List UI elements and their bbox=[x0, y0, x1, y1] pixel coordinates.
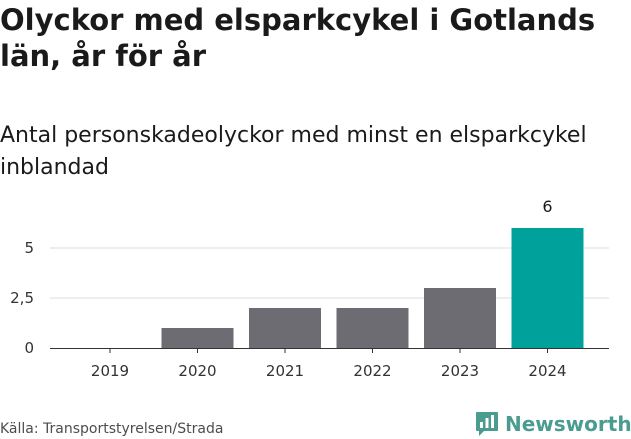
chart-subtitle: Antal personskadeolyckor med minst en el… bbox=[0, 123, 587, 180]
brand-logo: Newsworthy bbox=[475, 409, 631, 439]
bar-2024 bbox=[511, 228, 584, 348]
data-labels: 6 bbox=[542, 197, 552, 216]
x-tick-label-2024: 2024 bbox=[528, 362, 566, 380]
bar-2020 bbox=[161, 328, 234, 348]
brand-name: Newsworthy bbox=[505, 412, 631, 436]
y-tick-label: 5 bbox=[24, 239, 34, 257]
bar-2023 bbox=[424, 288, 496, 348]
bar-2021 bbox=[249, 308, 321, 348]
bars bbox=[161, 228, 584, 348]
x-axis-ticks: 2019 2020 2021 2022 2023 2024 bbox=[91, 348, 567, 380]
x-tick-label-2019: 2019 bbox=[91, 362, 129, 380]
y-axis-ticks: 02,55 bbox=[10, 239, 34, 357]
chart-title: Olyckor med elsparkcykel i Gotlands län,… bbox=[0, 3, 596, 73]
y-tick-label: 2,5 bbox=[10, 289, 34, 307]
bar-2022 bbox=[336, 308, 409, 348]
source-note: Källa: Transportstyrelsen/Strada bbox=[0, 421, 224, 437]
data-label-2024: 6 bbox=[542, 197, 552, 216]
x-tick-label-2020: 2020 bbox=[178, 362, 216, 380]
y-tick-label: 0 bbox=[24, 339, 34, 357]
bar-chart-speech-bubble-icon bbox=[476, 412, 498, 436]
bar-chart: 02,55 6 2019 2020 2021 2022 2023 2024 bbox=[10, 197, 609, 380]
x-tick-label-2023: 2023 bbox=[441, 362, 479, 380]
x-tick-label-2022: 2022 bbox=[353, 362, 391, 380]
x-tick-label-2021: 2021 bbox=[266, 362, 304, 380]
